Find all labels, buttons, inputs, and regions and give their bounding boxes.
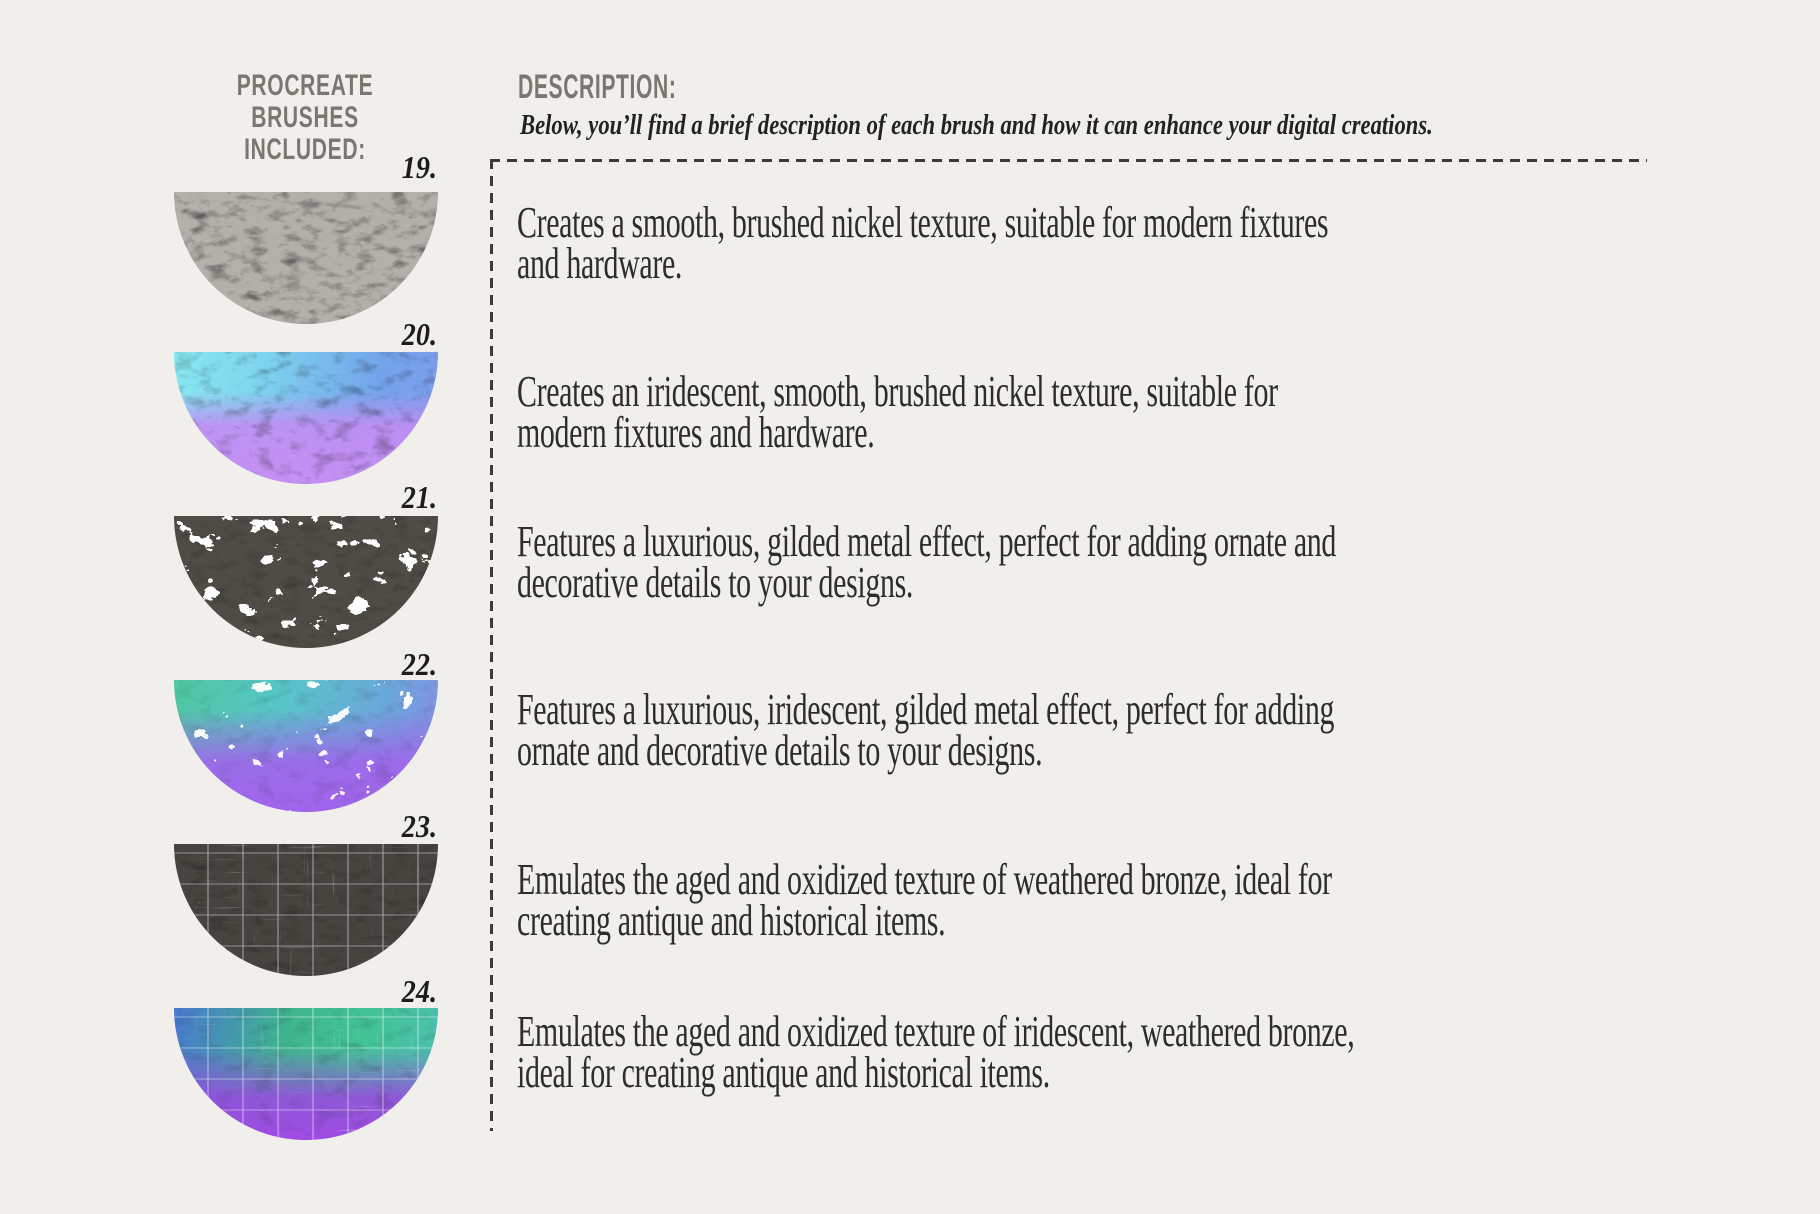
description-line: Features a luxurious, iridescent, gilded…: [517, 685, 1335, 734]
swatch-scratch-texture: [174, 1008, 438, 1140]
brush-description: Creates a smooth, brushed nickel texture…: [517, 198, 1710, 288]
brush-number-label: 20.: [401, 316, 437, 352]
brush-number-label: 23.: [401, 808, 437, 844]
swatch-splotch-texture: [174, 680, 438, 812]
brushes-included-heading: PROCREATE BRUSHES INCLUDED:: [140, 70, 470, 166]
swatch-noise-texture: [174, 352, 438, 484]
brushes-included-heading-line2: BRUSHES INCLUDED:: [244, 101, 366, 166]
brush-swatch-21: [174, 516, 438, 648]
description-line: and hardware.: [517, 239, 683, 288]
brush-description: Features a luxurious, iridescent, gilded…: [517, 685, 1719, 775]
description-subtitle: Below, you’ll find a brief description o…: [520, 109, 1433, 141]
swatch-splotch-texture: [174, 516, 438, 648]
brush-number-label: 22.: [401, 646, 437, 682]
brush-number-label: 19.: [401, 149, 437, 185]
description-line: Emulates the aged and oxidized texture o…: [517, 1007, 1355, 1056]
description-line: decorative details to your designs.: [517, 558, 914, 607]
swatch-noise-texture: [174, 192, 438, 324]
brush-description: Creates an iridescent, smooth, brushed n…: [517, 367, 1636, 457]
dashed-divider-horizontal: [490, 159, 1647, 162]
description-line: ideal for creating antique and historica…: [517, 1048, 1050, 1097]
description-line: ornate and decorative details to your de…: [517, 726, 1043, 775]
brush-swatch-20: [174, 352, 438, 484]
description-line: creating antique and historical items.: [517, 896, 946, 945]
brush-number-label: 24.: [401, 973, 437, 1009]
brushes-included-heading-line1: PROCREATE: [236, 69, 374, 102]
brush-swatch-24: [174, 1008, 438, 1140]
description-line: modern fixtures and hardware.: [517, 408, 875, 457]
swatch-scratch-texture: [174, 844, 438, 976]
description-line: Creates an iridescent, smooth, brushed n…: [517, 367, 1278, 416]
brush-swatch-22: [174, 680, 438, 812]
description-heading: DESCRIPTION:: [518, 68, 677, 106]
brush-description: Features a luxurious, gilded metal effec…: [517, 517, 1722, 607]
description-line: Emulates the aged and oxidized texture o…: [517, 855, 1332, 904]
description-line: Features a luxurious, gilded metal effec…: [517, 517, 1337, 566]
dashed-divider-vertical: [490, 159, 493, 1131]
brush-description: Emulates the aged and oxidized texture o…: [517, 855, 1715, 945]
brush-swatch-19: [174, 192, 438, 324]
brush-description: Emulates the aged and oxidized texture o…: [517, 1007, 1748, 1097]
description-line: Creates a smooth, brushed nickel texture…: [517, 198, 1329, 247]
brush-swatch-23: [174, 844, 438, 976]
brush-number-label: 21.: [401, 479, 437, 515]
